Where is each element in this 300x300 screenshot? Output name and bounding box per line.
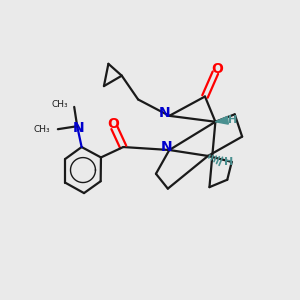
- Text: CH₃: CH₃: [34, 125, 50, 134]
- Text: N: N: [159, 106, 171, 120]
- Text: H: H: [224, 157, 233, 167]
- Text: O: O: [107, 117, 119, 131]
- Text: CH₃: CH₃: [52, 100, 68, 109]
- Polygon shape: [215, 116, 228, 124]
- Text: N: N: [73, 121, 85, 135]
- Text: N: N: [160, 140, 172, 154]
- Text: H: H: [228, 115, 237, 125]
- Text: O: O: [211, 62, 223, 76]
